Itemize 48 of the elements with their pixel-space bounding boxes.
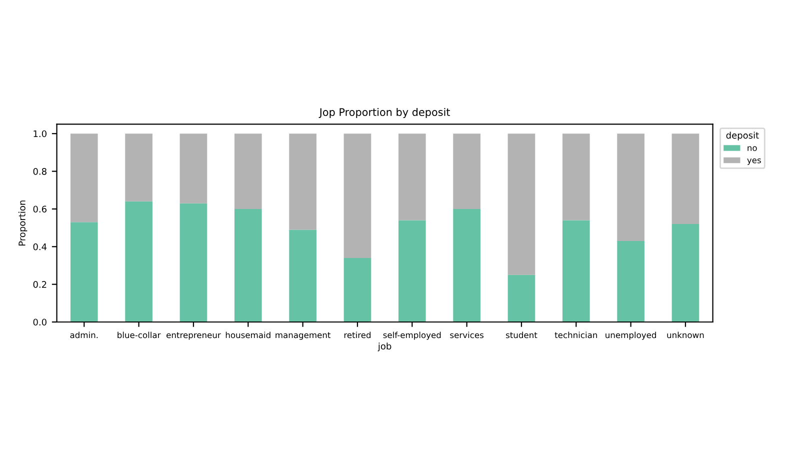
bar (398, 220, 426, 322)
bar (70, 222, 98, 322)
bar (453, 134, 480, 209)
x-tick-label: technician (554, 332, 597, 338)
x-tick-label: student (506, 332, 538, 338)
bar (289, 230, 316, 322)
x-tick-label: entrepreneur (166, 332, 221, 340)
x-tick-label: unknown (667, 332, 704, 338)
y-axis-title: Proportion (18, 200, 28, 246)
bar (289, 134, 316, 230)
y-tick-label: 0.0 (33, 318, 46, 326)
y-tick-label: 0.6 (33, 206, 47, 213)
y-tick-label: 1.0 (34, 130, 46, 138)
x-tick-label: housemaid (226, 332, 270, 338)
x-axis-title: job (378, 342, 392, 352)
bar (344, 258, 372, 322)
bar (70, 134, 98, 222)
y-tick-label: 0.4 (33, 243, 47, 250)
legend-label: no (748, 146, 757, 152)
bar (125, 134, 152, 202)
bar (180, 134, 208, 204)
y-tick-label: 0.8 (33, 168, 46, 175)
bar (234, 134, 262, 209)
bar (125, 201, 152, 322)
bar (672, 134, 700, 224)
x-tick-label: blue-collar (118, 332, 161, 338)
bar (398, 134, 426, 220)
x-tick-label: management (276, 332, 331, 340)
bar (508, 134, 536, 275)
bar (617, 240, 644, 322)
bar (344, 134, 372, 258)
bar (508, 274, 536, 322)
x-tick-label: self-employed (383, 332, 441, 340)
legend-title: deposit (726, 132, 759, 140)
bar (562, 134, 590, 220)
bar (180, 203, 208, 322)
bar (617, 134, 644, 241)
bar (672, 224, 700, 322)
y-tick-label: 0.2 (33, 281, 46, 288)
bar (453, 208, 480, 322)
x-tick-label: unemployed (606, 332, 656, 340)
legend-label: yes (747, 158, 761, 165)
x-tick-label: services (450, 332, 484, 338)
bar (562, 220, 590, 322)
bar (234, 208, 262, 322)
x-tick-label: retired (344, 332, 371, 338)
chart-title: Jop Proportion by deposit (318, 108, 450, 118)
x-tick-label: admin. (70, 332, 98, 338)
